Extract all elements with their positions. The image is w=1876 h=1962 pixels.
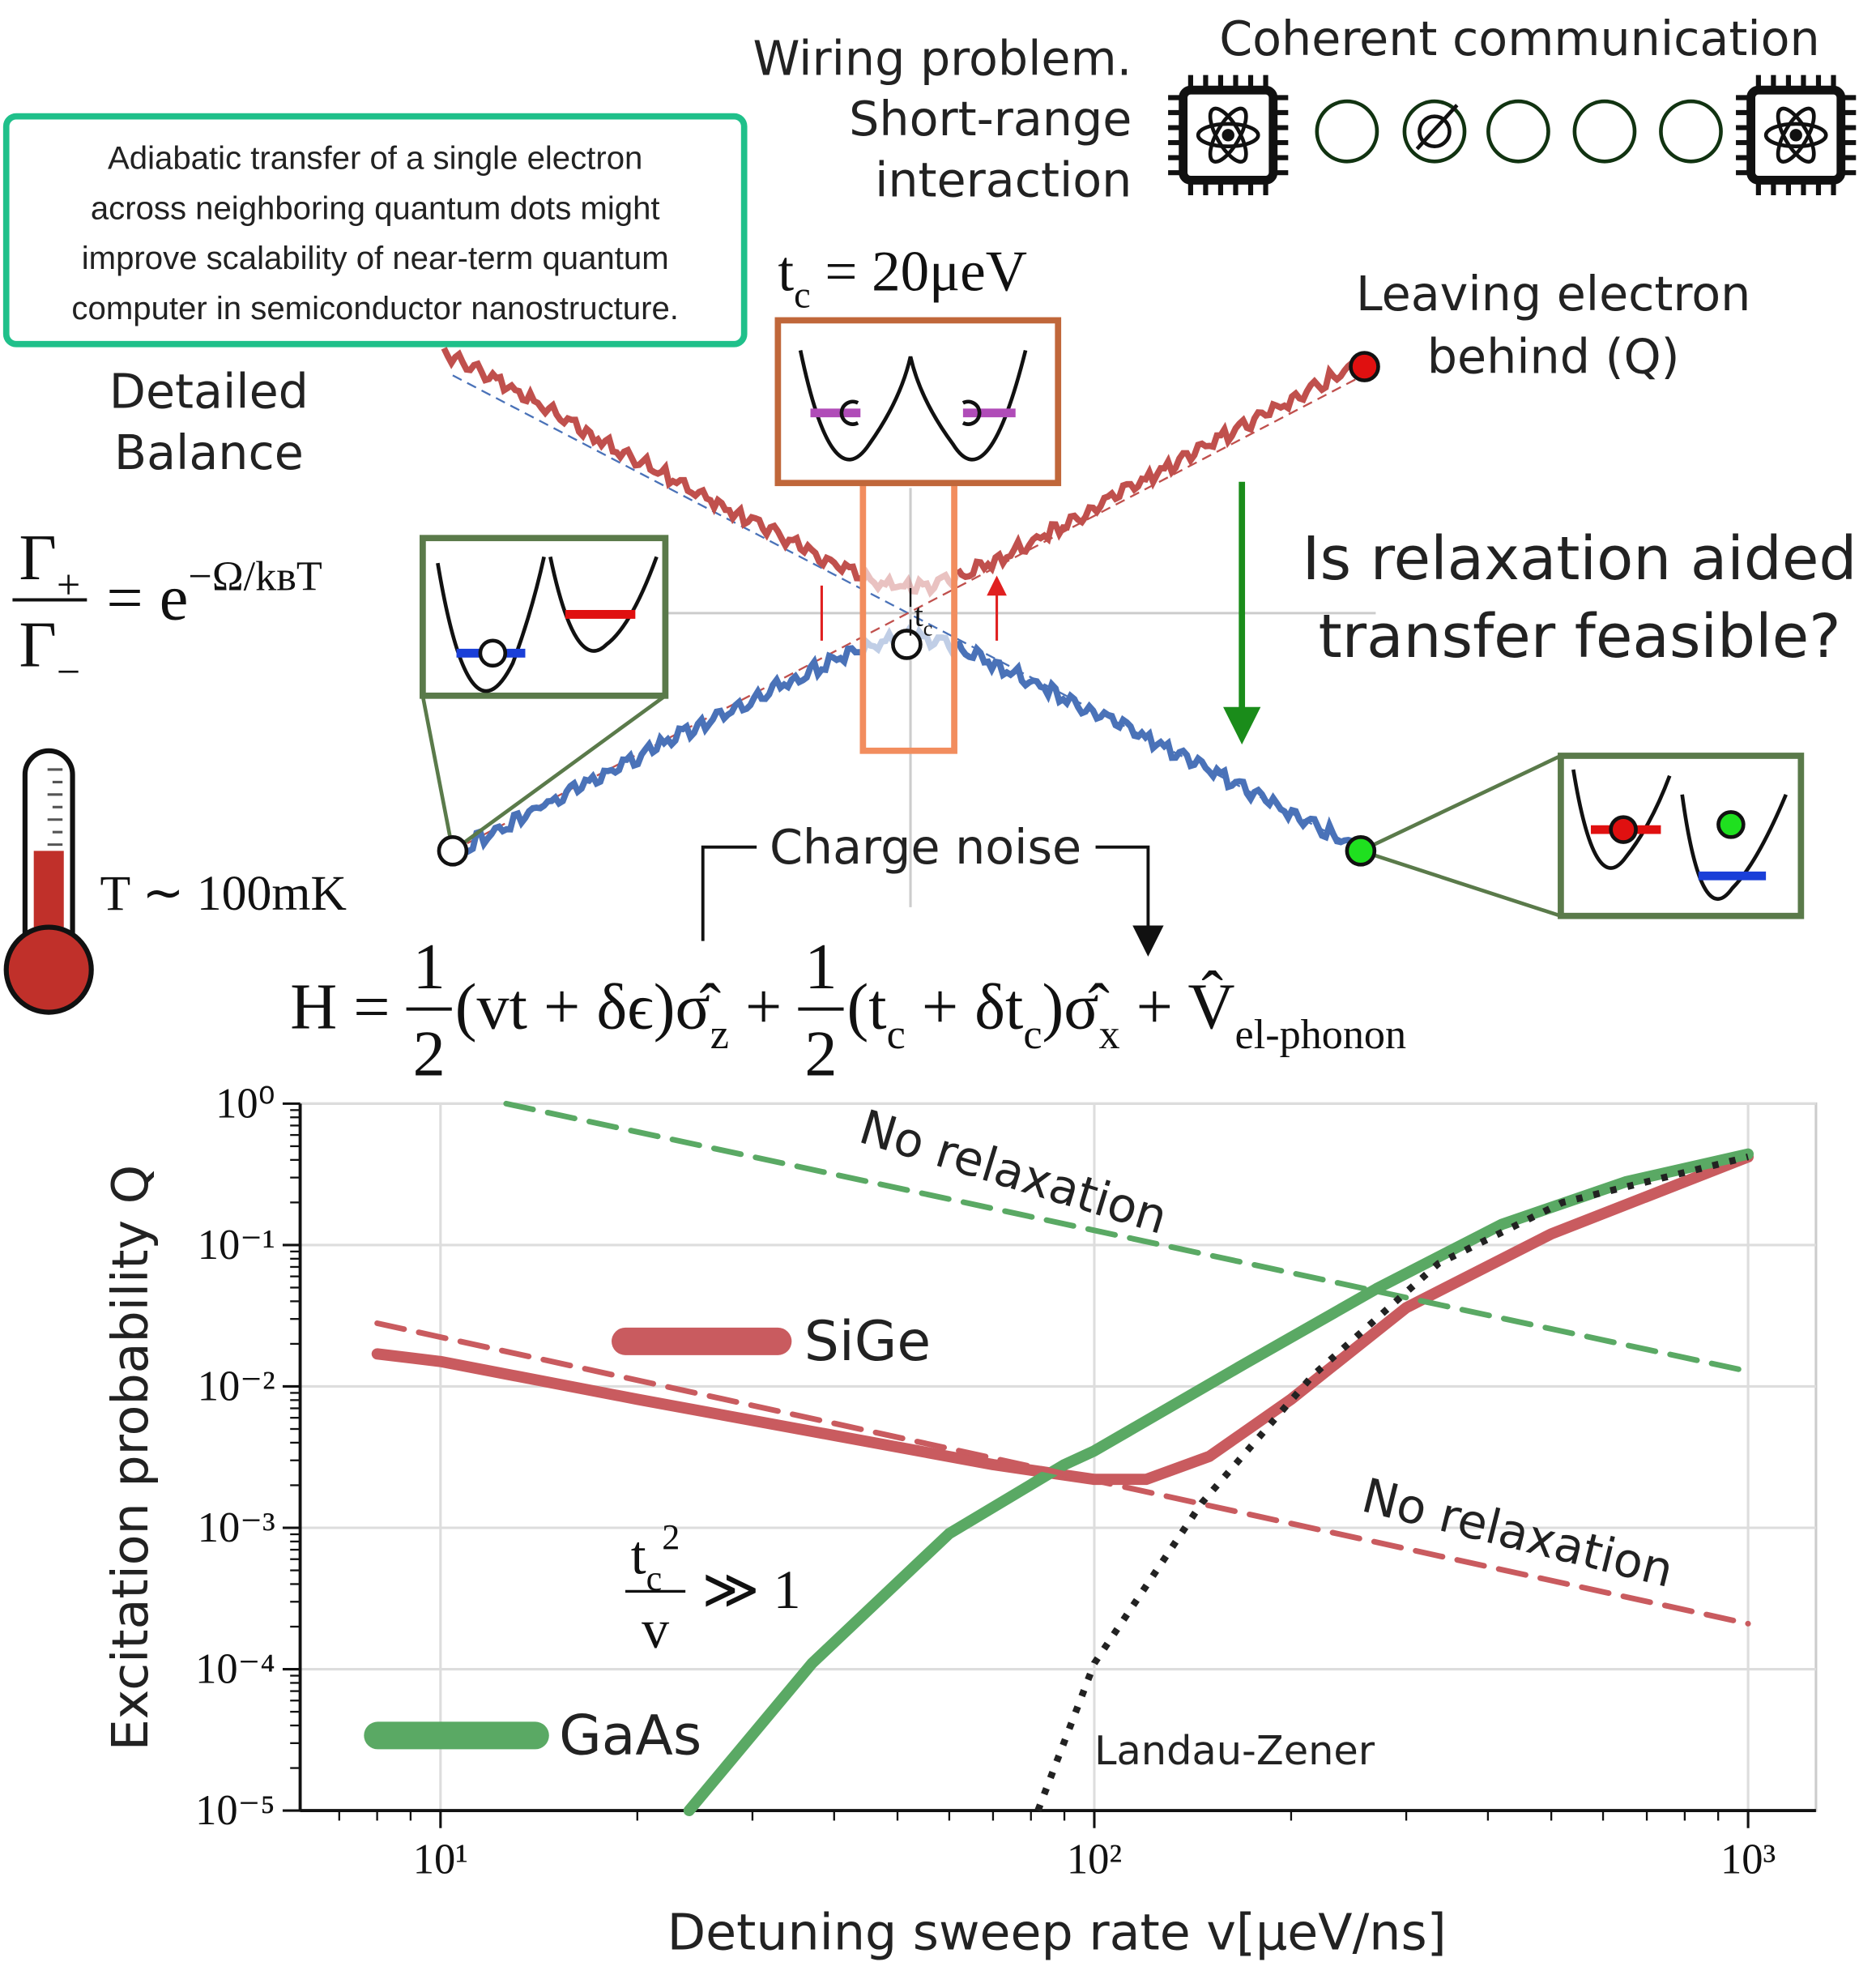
leaving-text: Leaving electron (1356, 267, 1750, 322)
chip-icon (1168, 75, 1288, 195)
zoom-line (1361, 756, 1561, 916)
math-text: ≫ 1 (689, 1559, 801, 1620)
x-tick-label: 10² (1067, 1836, 1122, 1883)
info-text: computer in semiconductor nanostructure. (71, 290, 679, 326)
gap-box (863, 483, 954, 751)
chart: 10¹ 10² 10³ 10⁰ 10⁻¹ 10⁻² 10⁻³ 10⁻⁴ 10⁻⁵ Detuning… (101, 1080, 1816, 1961)
legend-label: GaAs (559, 1704, 701, 1768)
math-text: (t (847, 971, 887, 1043)
math-text: (vt + δϵ)σ̂ (455, 971, 721, 1043)
series-label: Landau-Zener (1094, 1727, 1375, 1774)
wiring-text: Wiring problem. (753, 32, 1132, 87)
info-text: improve scalability of near-term quantum (82, 240, 669, 276)
question-text: Is relaxation aided (1303, 524, 1857, 594)
fraction-numerator: 1 (413, 931, 446, 1003)
leaving-text: behind (Q) (1427, 329, 1680, 384)
fraction-denominator: 2 (804, 1018, 837, 1090)
legend-label: SiGe (804, 1310, 931, 1374)
state-dot (1347, 837, 1375, 864)
fraction-numerator: Γ+ (19, 522, 80, 608)
rate-equation: Γ+Γ− = e−Ω/kʙT (12, 522, 322, 696)
balance-text: Detailed (109, 365, 309, 420)
wells-box (778, 320, 1058, 483)
zoom-line (423, 696, 666, 851)
state-dot (893, 631, 920, 659)
info-text: Adiabatic transfer of a single electron (108, 140, 642, 177)
math-text: 2 (804, 1018, 837, 1090)
x-axis-label: Detuning sweep rate v[μeV/ns] (667, 1904, 1447, 1962)
math-text: + (729, 971, 798, 1043)
math-text: x (1099, 1011, 1120, 1058)
math-text: z (710, 1011, 729, 1058)
state-dot (439, 837, 467, 864)
figure: Adiabatic transfer of a single electron … (0, 0, 1876, 1962)
math-text: c (887, 1011, 906, 1058)
math-text: + δt (906, 971, 1024, 1043)
y-tick-label: 10⁰ (215, 1080, 275, 1127)
y-axis-label: Excitation probability Q (101, 1165, 160, 1751)
info-text: across neighboring quantum dots might (91, 190, 660, 226)
thermometer (6, 751, 92, 1013)
question-text: transfer feasible? (1319, 602, 1841, 672)
math-text: el-phonon (1235, 1011, 1407, 1058)
y-tick-label: 10⁻¹ (198, 1222, 275, 1269)
math-text: − (57, 649, 80, 696)
math-text: t (915, 596, 923, 633)
math-text: Γ (19, 608, 56, 680)
state-dot (1351, 353, 1379, 381)
math-text: + V̂ (1120, 970, 1235, 1043)
math-text: v (642, 1598, 669, 1660)
x-tick-label: 10³ (1720, 1836, 1776, 1883)
math-text: 2 (413, 1018, 446, 1090)
wiring-text: Short-range (849, 92, 1132, 147)
math-text: 1 (804, 931, 837, 1003)
y-tick-label: 10⁻³ (198, 1504, 275, 1551)
fraction-denominator: Γ− (19, 608, 80, 695)
noise-label: Charge noise (770, 820, 1081, 875)
math-text: 1 (413, 931, 446, 1003)
y-tick-label: 10⁻⁴ (195, 1646, 275, 1693)
y-tick-label: 10⁻⁵ (195, 1787, 275, 1834)
math-text: t (631, 1525, 646, 1586)
fraction-denominator: v (642, 1598, 669, 1660)
math-text: c (1023, 1011, 1042, 1058)
balance-text: Balance (114, 425, 304, 480)
y-tick-label: 10⁻² (198, 1363, 275, 1410)
math-text: 2 (662, 1517, 680, 1557)
math-text: c (923, 616, 933, 640)
fraction-numerator: 1 (804, 931, 837, 1003)
wiring-text: interaction (875, 152, 1132, 207)
fraction-denominator: 2 (413, 1018, 446, 1090)
math-text: c (794, 275, 810, 316)
math-text: H = (290, 971, 406, 1043)
math-text: −Ω/kʙT (188, 552, 322, 599)
math-text: t (778, 240, 794, 303)
qubit-chain (1317, 101, 1721, 161)
temperature-label: T ∼ 100mK (100, 866, 347, 921)
chip-icon (1736, 75, 1856, 195)
math-text: T ∼ 100mK (100, 866, 347, 921)
math-text: = e (90, 562, 188, 634)
coherent-title: Coherent communication (1219, 11, 1820, 66)
x-tick-label: 10¹ (413, 1836, 468, 1883)
math-text: Γ (19, 522, 56, 594)
math-text: = 20μeV (811, 240, 1027, 303)
excited-box (1561, 756, 1801, 916)
